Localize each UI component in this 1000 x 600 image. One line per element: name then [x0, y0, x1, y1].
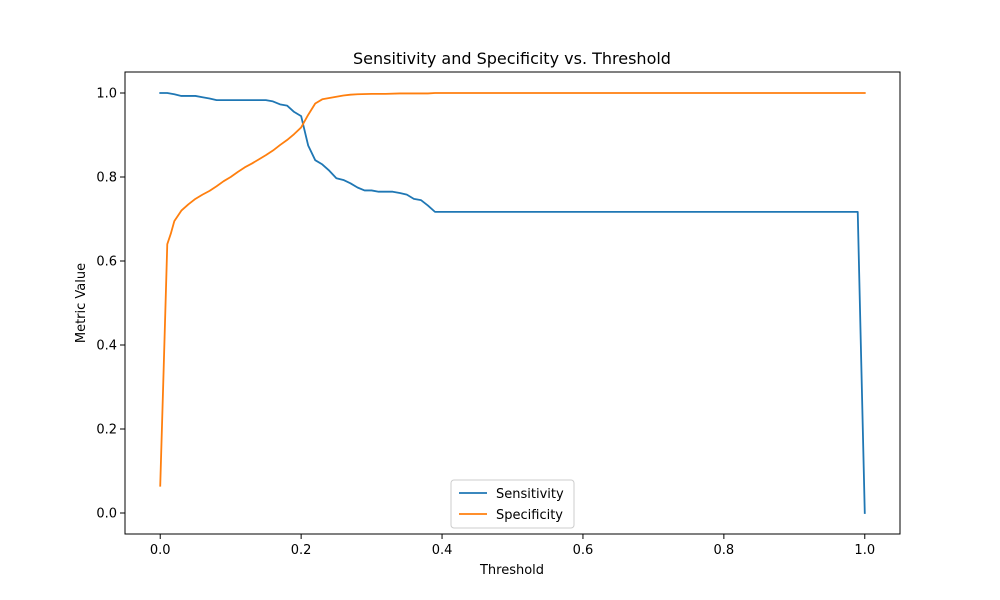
legend: Sensitivity Specificity — [450, 479, 575, 529]
x-tick-label: 0.4 — [432, 543, 453, 558]
legend-label-specificity: Specificity — [496, 508, 563, 523]
x-tick-label: 1.0 — [854, 543, 875, 558]
series-line-specificity — [159, 92, 866, 487]
x-tick-label: 0.6 — [573, 543, 594, 558]
x-tick-label: 0.8 — [714, 543, 735, 558]
y-tick-label: 0.0 — [96, 507, 117, 522]
x-tick-label: 0.2 — [291, 543, 312, 558]
legend-label-sensitivity: Sensitivity — [496, 487, 564, 502]
y-tick-label: 0.8 — [96, 171, 117, 186]
axes-frame — [124, 71, 901, 535]
y-axis-label: Metric Value — [74, 263, 89, 343]
plot-area: 0.0 0.2 0.4 0.6 0.8 1.0 0.0 0.2 0.4 0.6 0.8 1.0 — [96, 71, 901, 558]
x-axis-label: Threshold — [479, 563, 544, 578]
y-tick-label: 0.4 — [96, 339, 117, 354]
series-line-sensitivity — [159, 92, 866, 514]
y-tick-label: 1.0 — [96, 87, 117, 102]
y-tick-label: 0.6 — [96, 255, 117, 270]
legend-box — [450, 479, 575, 529]
x-tick-label: 0.0 — [150, 543, 171, 558]
y-tick-label: 0.2 — [96, 423, 117, 438]
chart-title: Sensitivity and Specificity vs. Threshol… — [353, 49, 671, 68]
